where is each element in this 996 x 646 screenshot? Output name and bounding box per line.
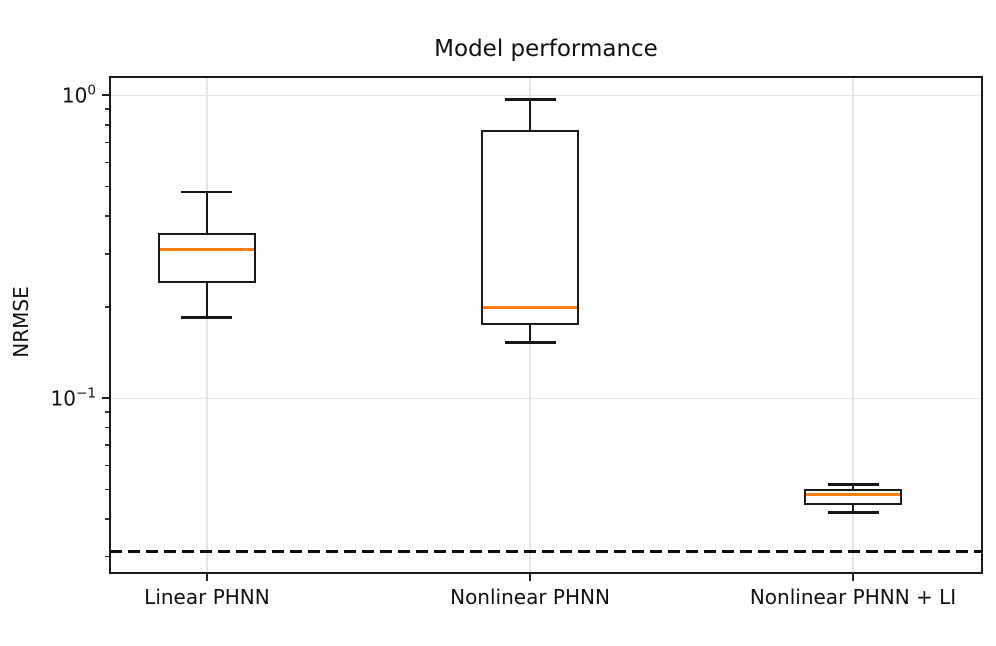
plot-spines <box>109 76 983 574</box>
ytick-minor <box>105 161 110 164</box>
median-line <box>483 305 578 309</box>
whisker-upper <box>529 99 532 130</box>
ytick-minor <box>105 141 110 144</box>
whisker-cap-upper <box>181 190 233 194</box>
whisker-upper <box>205 191 208 234</box>
ytick-label-base: 10 <box>61 83 88 108</box>
ytick-major <box>102 397 110 400</box>
boxplot-box <box>157 233 256 284</box>
gridline-vertical <box>852 77 854 573</box>
gridline-horizontal <box>110 94 982 97</box>
ytick-minor <box>105 488 110 491</box>
median-line <box>806 493 901 497</box>
ytick-minor <box>105 123 110 126</box>
ytick-minor <box>105 306 110 308</box>
chart-title: Model performance <box>434 36 658 62</box>
xtick-label: Nonlinear PHNN + LI <box>749 585 957 609</box>
ytick-label: 100 <box>0 84 96 107</box>
ytick-minor <box>105 108 110 111</box>
whisker-cap-lower <box>827 511 879 514</box>
whisker-cap-lower <box>181 315 233 319</box>
reference-dashed-line <box>110 549 982 553</box>
whisker-cap-upper <box>827 482 879 486</box>
ytick-label: 10−1 <box>0 385 97 411</box>
ytick-minor <box>105 464 110 467</box>
xtick-label: Nonlinear PHNN <box>450 585 610 609</box>
ytick-label-base: 10 <box>50 386 76 411</box>
ytick-label-exponent: 0 <box>87 83 96 100</box>
xtick <box>852 573 855 581</box>
whisker-lower <box>205 283 208 318</box>
gridline-vertical <box>206 77 208 573</box>
ytick-minor <box>105 444 110 446</box>
xtick-label: Linear PHNN <box>144 585 270 609</box>
ytick-label-exponent: −1 <box>75 385 96 402</box>
boxplot-box <box>481 129 580 325</box>
ytick-minor <box>105 185 110 188</box>
y-axis-label: NRMSE <box>9 286 33 358</box>
ytick-major <box>102 94 110 97</box>
ytick-minor <box>105 426 110 429</box>
gridline-horizontal <box>110 397 982 400</box>
whisker-lower <box>529 324 532 343</box>
ytick-minor <box>105 252 110 255</box>
xtick <box>529 573 532 581</box>
whisker-lower <box>852 504 855 513</box>
ytick-minor <box>105 411 110 413</box>
ytick-minor <box>105 555 110 558</box>
ytick-minor <box>105 215 110 217</box>
ytick-minor <box>105 518 110 520</box>
whisker-cap-lower <box>504 340 556 344</box>
whisker-upper <box>852 484 855 490</box>
boxplot-box <box>804 489 903 505</box>
xtick <box>205 573 208 581</box>
whisker-cap-upper <box>504 97 556 101</box>
median-line <box>159 247 254 251</box>
